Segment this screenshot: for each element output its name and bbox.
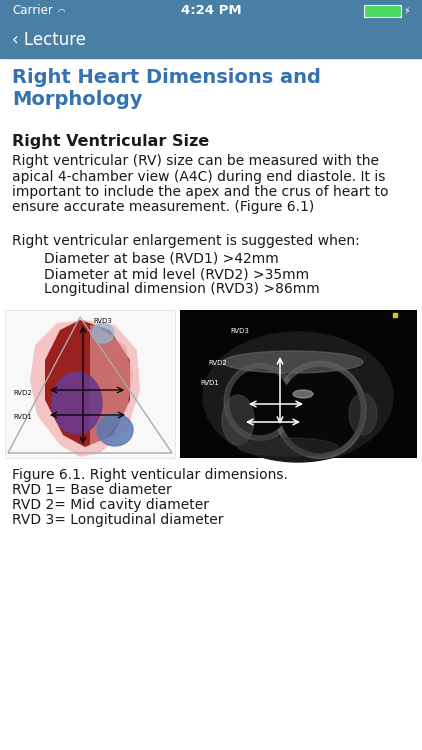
Text: Right Ventricular Size: Right Ventricular Size bbox=[12, 134, 209, 149]
Ellipse shape bbox=[203, 332, 393, 462]
Text: ensure accurate measurement. (Figure 6.1): ensure accurate measurement. (Figure 6.1… bbox=[12, 200, 314, 214]
Ellipse shape bbox=[293, 390, 313, 398]
Text: 4:24 PM: 4:24 PM bbox=[181, 4, 241, 17]
Text: apical 4-chamber view (A4C) during end diastole. It is: apical 4-chamber view (A4C) during end d… bbox=[12, 170, 385, 184]
Text: RVD3: RVD3 bbox=[93, 318, 112, 324]
Text: RVD 2= Mid cavity diameter: RVD 2= Mid cavity diameter bbox=[12, 498, 209, 512]
Ellipse shape bbox=[52, 372, 102, 434]
Bar bbox=[0, 22, 422, 58]
Text: Figure 6.1. Right venticular dimensions.: Figure 6.1. Right venticular dimensions. bbox=[12, 468, 288, 482]
Polygon shape bbox=[45, 320, 130, 447]
Bar bbox=[5, 310, 175, 458]
Text: Longitudinal dimension (RVD3) >86mm: Longitudinal dimension (RVD3) >86mm bbox=[44, 283, 320, 296]
Text: RVD 1= Base diameter: RVD 1= Base diameter bbox=[12, 483, 172, 497]
Polygon shape bbox=[30, 320, 140, 457]
Text: important to include the apex and the crus of heart to: important to include the apex and the cr… bbox=[12, 185, 389, 199]
FancyBboxPatch shape bbox=[365, 5, 401, 17]
Bar bbox=[0, 0, 422, 22]
Text: ◠: ◠ bbox=[57, 7, 64, 16]
Ellipse shape bbox=[280, 368, 360, 452]
Ellipse shape bbox=[230, 370, 290, 434]
Ellipse shape bbox=[238, 438, 338, 456]
Text: ⚡: ⚡ bbox=[403, 6, 410, 16]
Text: Carrier: Carrier bbox=[12, 4, 53, 17]
Text: RVD2: RVD2 bbox=[208, 360, 227, 366]
Ellipse shape bbox=[274, 362, 366, 458]
Text: RVD1: RVD1 bbox=[200, 380, 219, 386]
Ellipse shape bbox=[92, 323, 114, 343]
Text: RVD2: RVD2 bbox=[13, 390, 32, 396]
Text: Right ventricular enlargement is suggested when:: Right ventricular enlargement is suggest… bbox=[12, 234, 360, 248]
Ellipse shape bbox=[222, 395, 254, 445]
Ellipse shape bbox=[223, 351, 363, 373]
Ellipse shape bbox=[224, 364, 296, 440]
Polygon shape bbox=[90, 325, 133, 445]
Bar bbox=[180, 310, 417, 458]
Ellipse shape bbox=[349, 393, 377, 435]
Ellipse shape bbox=[97, 414, 133, 446]
Text: Morphology: Morphology bbox=[12, 90, 143, 109]
Text: Right Heart Dimensions and: Right Heart Dimensions and bbox=[12, 68, 321, 87]
Text: RVD 3= Longitudinal diameter: RVD 3= Longitudinal diameter bbox=[12, 513, 224, 527]
Text: RVD3: RVD3 bbox=[230, 328, 249, 334]
Text: Diameter at base (RVD1) >42mm: Diameter at base (RVD1) >42mm bbox=[44, 251, 279, 266]
Text: ‹ Lecture: ‹ Lecture bbox=[12, 31, 86, 49]
Text: Right ventricular (RV) size can be measured with the: Right ventricular (RV) size can be measu… bbox=[12, 154, 379, 168]
Text: Diameter at mid level (RVD2) >35mm: Diameter at mid level (RVD2) >35mm bbox=[44, 267, 309, 281]
Text: RVD1: RVD1 bbox=[13, 414, 32, 420]
